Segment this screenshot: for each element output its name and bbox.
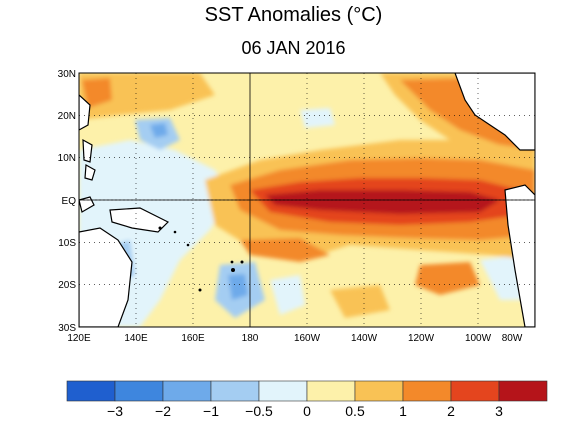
lat-tick: 30N [58,69,76,80]
cool-core [150,123,168,138]
lat-tick: 30S [58,323,76,334]
colorbar-label: −0.5 [245,403,273,419]
north-america [454,73,535,151]
lat-tick: EQ [62,196,77,207]
map-date: 06 JAN 2016 [241,38,346,58]
lon-tick: 80W [502,333,523,344]
colorbar-segment [114,380,164,402]
new-guinea [109,207,170,233]
cool-patch [270,275,305,315]
asia-coast [79,94,91,131]
lat-tick: 20N [58,111,76,122]
colorbar-segment [354,380,404,402]
colorbar-label: 0.5 [345,403,365,419]
lat-tick: 20S [58,280,76,291]
islands [158,226,244,292]
lat-tick: 10N [58,153,76,164]
cool-core [228,274,248,300]
lon-tick: 160W [294,333,321,344]
australia [79,227,133,327]
lon-tick: 140E [124,333,148,344]
colorbar-label: 3 [495,403,503,419]
borneo-coast [79,196,95,213]
lon-tick: 120W [408,333,435,344]
lon-tick: 120E [67,333,91,344]
colorbar-label: −3 [107,403,123,419]
warm-north-west [79,73,215,120]
colorbar-segment [498,380,548,402]
colorbar-segment [450,380,500,402]
lat-tick: 10S [58,238,76,249]
lon-tick: 160E [181,333,205,344]
colorbar-segment [162,380,212,402]
south-america [504,184,535,327]
warm-patch [330,285,390,318]
lon-tick: 140W [351,333,378,344]
colorbar-labels: −3 −2 −1 −0.5 0 0.5 1 2 3 [107,403,503,419]
colorbar-segment [258,380,308,402]
colorbar-segment [66,380,116,402]
philippines [82,138,93,163]
colorbar-label: −2 [155,403,171,419]
land [79,73,535,327]
colorbar-segment [306,380,356,402]
colorbar-segment [210,380,260,402]
lon-axis: 120E 140E 160E 180 160W 140W 120W 100W 8… [67,333,523,344]
anomaly-field [79,73,535,327]
lon-tick: 100W [465,333,492,344]
warm-patch [82,78,112,108]
map-frame [78,72,536,328]
warm-equatorial-core [265,190,500,214]
map-title: SST Anomalies (°C) [204,4,383,26]
colorbar-segment [402,380,452,402]
colorbar-label: 0 [303,403,311,419]
colorbar-label: −1 [203,403,219,419]
colorbar-label: 1 [399,403,407,419]
lon-tick: 180 [242,333,259,344]
colorbar-label: 2 [447,403,455,419]
philippines-south [84,164,96,181]
cool-patch [300,108,335,128]
lat-axis: 30N 20N 10N EQ 10S 20S 30S [58,69,77,334]
warm-patch [240,238,330,262]
warm-patch [415,262,480,295]
colorbar [66,380,548,402]
